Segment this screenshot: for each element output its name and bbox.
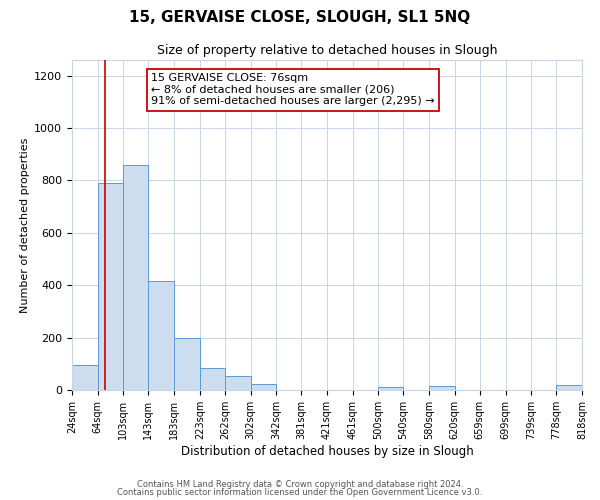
Bar: [148, 282, 174, 390]
Bar: [251, 384, 276, 390]
Text: Contains HM Land Registry data © Crown copyright and database right 2024.: Contains HM Land Registry data © Crown c…: [137, 480, 463, 489]
Bar: [429, 386, 455, 390]
Bar: [72, 365, 98, 390]
X-axis label: Distribution of detached houses by size in Slough: Distribution of detached houses by size …: [181, 444, 473, 458]
Y-axis label: Number of detached properties: Number of detached properties: [20, 138, 30, 312]
Bar: [98, 183, 123, 390]
Bar: [225, 376, 251, 390]
Bar: [174, 338, 200, 390]
Text: 15 GERVAISE CLOSE: 76sqm
← 8% of detached houses are smaller (206)
91% of semi-d: 15 GERVAISE CLOSE: 76sqm ← 8% of detache…: [151, 73, 434, 106]
Text: Contains public sector information licensed under the Open Government Licence v3: Contains public sector information licen…: [118, 488, 482, 497]
Bar: [378, 388, 403, 390]
Bar: [556, 386, 582, 390]
Title: Size of property relative to detached houses in Slough: Size of property relative to detached ho…: [157, 44, 497, 58]
Bar: [123, 165, 148, 390]
Bar: [200, 368, 225, 390]
Text: 15, GERVAISE CLOSE, SLOUGH, SL1 5NQ: 15, GERVAISE CLOSE, SLOUGH, SL1 5NQ: [130, 10, 470, 25]
